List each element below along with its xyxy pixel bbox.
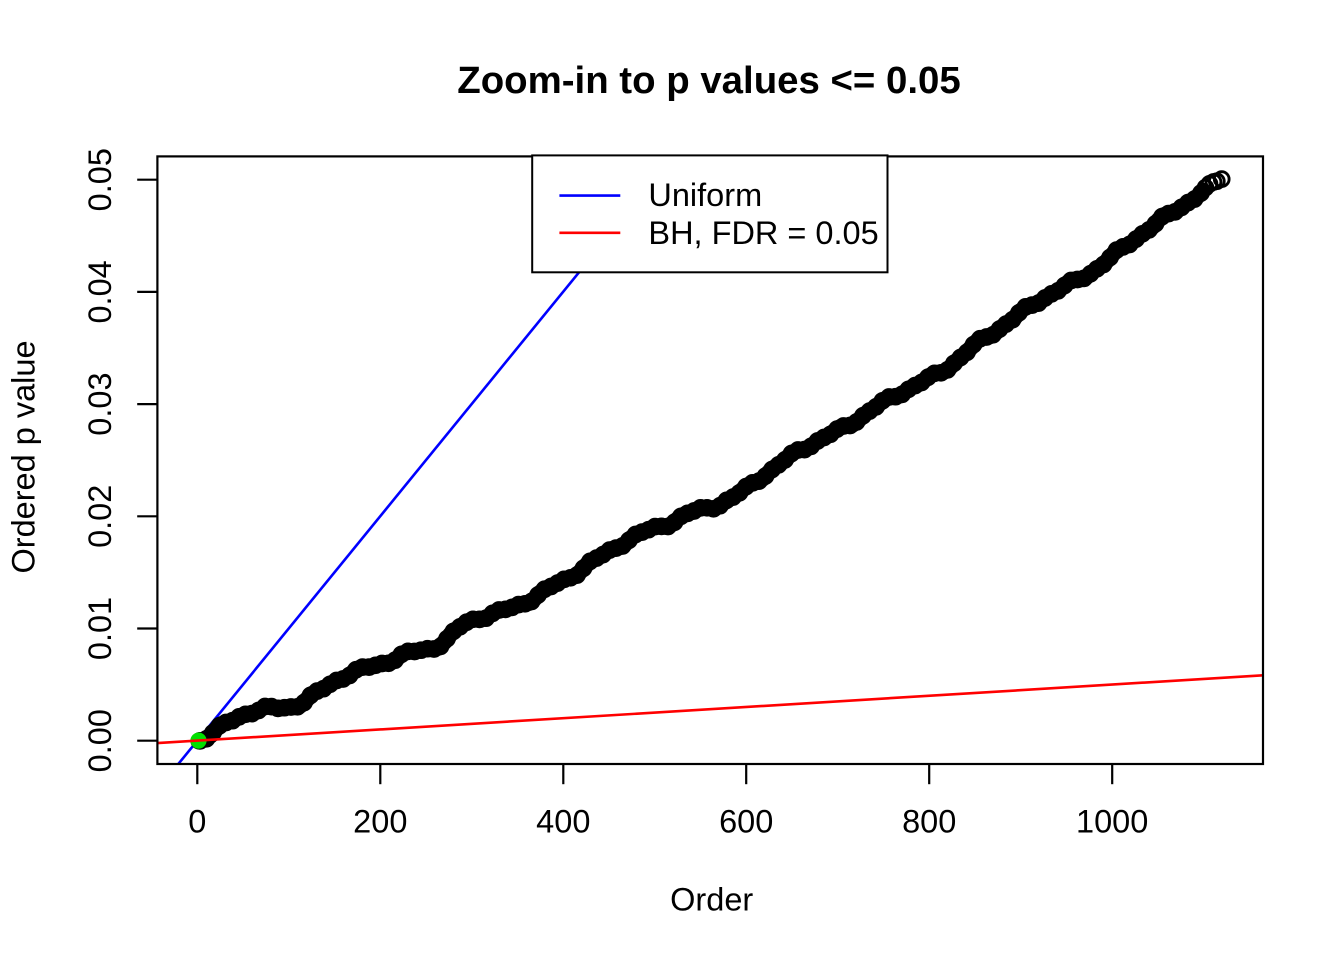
svg-text:0.04: 0.04 <box>82 260 118 323</box>
svg-text:400: 400 <box>536 803 590 839</box>
svg-text:Order: Order <box>670 882 753 918</box>
svg-text:800: 800 <box>902 803 956 839</box>
svg-text:0.05: 0.05 <box>82 148 118 211</box>
svg-text:Ordered p value: Ordered p value <box>6 340 42 573</box>
svg-text:Zoom-in to p values <= 0.05: Zoom-in to p values <= 0.05 <box>457 59 960 102</box>
svg-text:0.01: 0.01 <box>82 597 118 660</box>
svg-text:1000: 1000 <box>1076 803 1148 839</box>
svg-text:Uniform: Uniform <box>648 177 762 213</box>
svg-text:0: 0 <box>188 803 206 839</box>
svg-text:BH, FDR = 0.05: BH, FDR = 0.05 <box>648 215 878 251</box>
svg-text:0.03: 0.03 <box>82 372 118 435</box>
svg-text:0.02: 0.02 <box>82 485 118 548</box>
svg-text:0.00: 0.00 <box>82 709 118 772</box>
svg-text:200: 200 <box>353 803 407 839</box>
svg-text:600: 600 <box>719 803 773 839</box>
